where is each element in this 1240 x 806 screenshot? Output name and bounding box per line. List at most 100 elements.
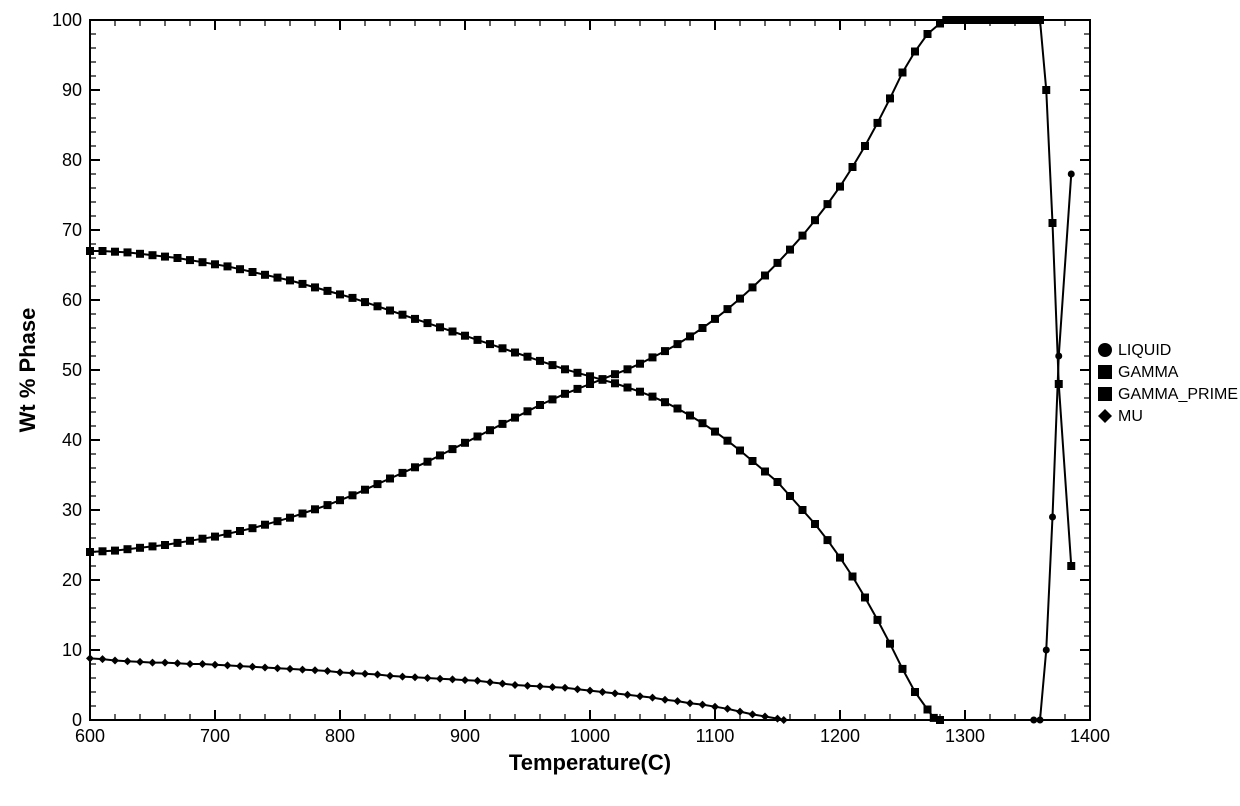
marker-square [436, 451, 444, 459]
y-tick-label: 0 [72, 710, 82, 730]
marker-diamond [474, 677, 482, 685]
series-mu [86, 654, 788, 724]
marker-square [674, 340, 682, 348]
marker-square [1042, 86, 1050, 94]
marker-diamond [686, 699, 694, 707]
x-tick-label: 1400 [1070, 726, 1110, 746]
marker-circle [1043, 647, 1050, 654]
marker-diamond [261, 664, 269, 672]
x-tick-label: 900 [450, 726, 480, 746]
marker-circle [1049, 514, 1056, 521]
marker-diamond [211, 661, 219, 669]
marker-square [749, 283, 757, 291]
y-tick-label: 60 [62, 290, 82, 310]
marker-square [86, 247, 94, 255]
marker-square [324, 287, 332, 295]
marker-square [1067, 562, 1075, 570]
marker-square [774, 478, 782, 486]
series-gamma [86, 16, 1075, 570]
marker-square [836, 554, 844, 562]
legend-label: GAMMA [1118, 364, 1179, 381]
marker-square [899, 665, 907, 673]
marker-diamond [649, 694, 657, 702]
marker-square [236, 527, 244, 535]
marker-square [486, 426, 494, 434]
marker-diamond [124, 657, 132, 665]
marker-square [399, 469, 407, 477]
y-tick-label: 50 [62, 360, 82, 380]
series-line [1034, 174, 1072, 720]
marker-square [386, 307, 394, 315]
marker-square [286, 514, 294, 522]
marker-square [749, 457, 757, 465]
marker-square [299, 280, 307, 288]
x-tick-label: 1200 [820, 726, 860, 746]
y-axis-label: Wt % Phase [15, 308, 40, 433]
marker-square [411, 315, 419, 323]
marker-circle [1068, 171, 1075, 178]
marker-square [661, 398, 669, 406]
marker-square [536, 357, 544, 365]
marker-diamond [511, 681, 519, 689]
marker-square [899, 69, 907, 77]
marker-diamond [674, 697, 682, 705]
marker-square [261, 271, 269, 279]
marker-square [511, 414, 519, 422]
marker-diamond [780, 716, 788, 724]
series-gamma_prime [86, 247, 944, 724]
marker-square [799, 506, 807, 514]
legend-label: MU [1118, 408, 1143, 425]
marker-square [1036, 16, 1044, 24]
marker-square [336, 290, 344, 298]
marker-diamond [286, 665, 294, 673]
legend-marker-square [1098, 387, 1112, 401]
marker-diamond [111, 657, 119, 665]
marker-diamond [711, 703, 719, 711]
x-tick-label: 700 [200, 726, 230, 746]
marker-square [699, 324, 707, 332]
marker-square [249, 524, 257, 532]
marker-square [711, 428, 719, 436]
marker-diamond [699, 701, 707, 709]
marker-square [824, 200, 832, 208]
marker-square [149, 542, 157, 550]
marker-square [424, 319, 432, 327]
marker-square [499, 420, 507, 428]
marker-square [874, 119, 882, 127]
marker-diamond [224, 661, 232, 669]
marker-square [374, 480, 382, 488]
marker-square [624, 384, 632, 392]
chart-svg: 6007008009001000110012001300140001020304… [0, 0, 1240, 806]
marker-square [411, 463, 419, 471]
marker-square [499, 344, 507, 352]
marker-square [849, 163, 857, 171]
x-tick-label: 1300 [945, 726, 985, 746]
marker-square [861, 142, 869, 150]
marker-diamond [149, 659, 157, 667]
marker-square [111, 248, 119, 256]
marker-square [686, 412, 694, 420]
marker-square [436, 323, 444, 331]
marker-square [124, 248, 132, 256]
marker-diamond [561, 684, 569, 692]
marker-square [799, 232, 807, 240]
marker-diamond [399, 673, 407, 681]
marker-square [574, 369, 582, 377]
marker-square [461, 332, 469, 340]
marker-square [324, 501, 332, 509]
marker-square [786, 492, 794, 500]
marker-diamond [636, 692, 644, 700]
marker-square [561, 390, 569, 398]
marker-square [549, 361, 557, 369]
marker-square [836, 183, 844, 191]
marker-square [724, 437, 732, 445]
marker-diamond [574, 685, 582, 693]
marker-square [274, 517, 282, 525]
marker-diamond [199, 660, 207, 668]
marker-square [186, 537, 194, 545]
marker-square [199, 535, 207, 543]
marker-diamond [99, 655, 107, 663]
marker-square [311, 505, 319, 513]
marker-square [636, 388, 644, 396]
marker-square [886, 94, 894, 102]
